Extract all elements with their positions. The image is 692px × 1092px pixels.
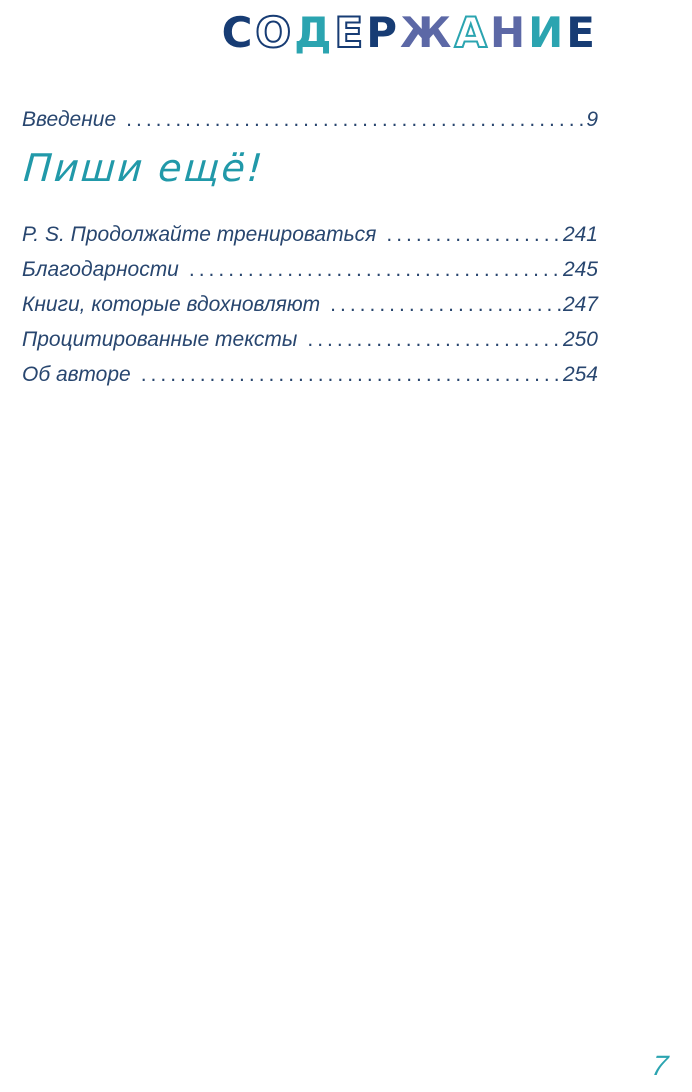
dot-leader: ........................................… [126, 108, 584, 131]
dot-leader: ........................................… [307, 328, 561, 351]
toc-entry: P. S. Продолжайте тренироваться.........… [22, 217, 598, 252]
page-content: СОДЕРЖАНИЕ Введение.....................… [22, 0, 598, 392]
dot-leader: ........................................… [188, 258, 561, 281]
toc-entry-page: 245 [562, 258, 598, 281]
toc-entry: Введение................................… [22, 102, 598, 137]
section-heading: Пиши ещё! [22, 146, 266, 190]
title-letter: Е [334, 8, 367, 57]
title-letter: Н [489, 8, 529, 57]
dot-leader: ........................................… [140, 363, 561, 386]
title-letter: С [221, 8, 256, 57]
dot-leader: ........................................… [386, 223, 561, 246]
title-letter: Д [294, 8, 335, 57]
toc-entries-section: P. S. Продолжайте тренироваться.........… [22, 217, 598, 392]
toc-entry: Книги, которые вдохновляют..............… [22, 287, 598, 322]
toc-entry-page: 250 [562, 328, 598, 351]
toc-entry-label: Процитированные тексты [22, 328, 298, 351]
title-letter: И [528, 8, 567, 57]
toc-entry-label: Книги, которые вдохновляют [22, 293, 321, 316]
title-letter: Е [566, 8, 598, 57]
toc-entry: Процитированные тексты..................… [22, 322, 598, 357]
toc-entry-label: Благодарности [22, 258, 179, 281]
page-number: 7 [650, 1050, 671, 1081]
toc-intro-section: Введение................................… [22, 102, 598, 137]
toc-entry-page: 254 [562, 363, 598, 386]
toc-list: Введение................................… [22, 102, 598, 392]
toc-entry-label: P. S. Продолжайте тренироваться [22, 223, 377, 246]
toc-entry-label: Введение [22, 108, 117, 131]
title-letter: Ж [400, 8, 455, 57]
toc-entry-page: 241 [562, 223, 598, 246]
toc-entry-page: 9 [586, 108, 598, 131]
title-letter: Р [366, 8, 401, 57]
dot-leader: ........................................… [330, 293, 561, 316]
title-letter: А [453, 8, 490, 57]
toc-entry-label: Об авторе [22, 363, 131, 386]
toc-entry: Благодарности...........................… [22, 252, 598, 287]
title-letter: О [254, 8, 295, 57]
toc-entry: Об авторе...............................… [22, 357, 598, 392]
page-title: СОДЕРЖАНИЕ [22, 8, 598, 57]
toc-entry-page: 247 [562, 293, 598, 316]
